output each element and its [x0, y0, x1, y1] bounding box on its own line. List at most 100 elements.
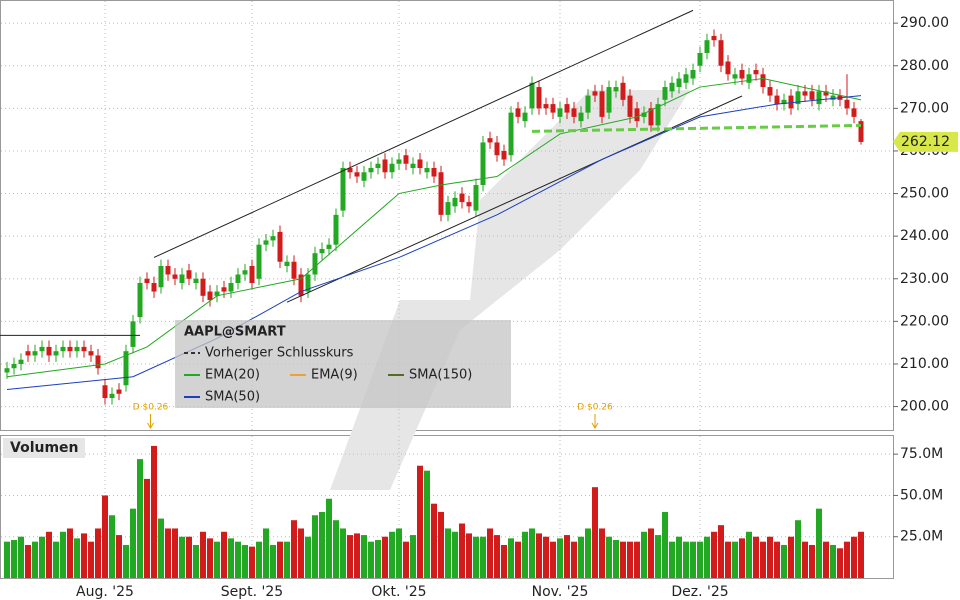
volume-bar	[396, 528, 402, 578]
volume-bar	[172, 528, 178, 578]
volume-bar	[858, 531, 864, 578]
volume-bar	[410, 535, 416, 578]
volume-bar	[452, 531, 458, 578]
candle-body	[354, 172, 360, 177]
x-tick-label: Nov. '25	[532, 584, 589, 600]
candle-body	[347, 167, 353, 173]
candle-body	[284, 261, 290, 266]
volume-bar	[417, 465, 423, 578]
candle-body	[410, 163, 416, 168]
volume-bar	[214, 541, 220, 578]
y-tick-label: 280.00	[900, 58, 949, 74]
candle-body	[592, 91, 598, 96]
candle-body	[571, 108, 577, 117]
candle-body	[67, 346, 73, 352]
volume-bar	[620, 541, 626, 578]
volume-bar	[333, 520, 339, 578]
x-tick-label: Dez. '25	[671, 584, 728, 600]
candle-body	[25, 351, 31, 356]
candle-body	[459, 193, 465, 203]
candle-body	[711, 35, 717, 41]
price-tag: 262.12	[901, 134, 950, 150]
candle-body	[389, 163, 395, 173]
volume-bar	[186, 536, 192, 578]
candle-body	[11, 363, 17, 369]
volume-bar	[424, 470, 430, 578]
volume-bar	[543, 536, 549, 578]
volume-bar	[501, 544, 507, 578]
volume-bar	[788, 536, 794, 578]
candle-body	[235, 274, 241, 284]
candle-body	[228, 283, 234, 292]
volume-bar	[683, 541, 689, 578]
volume-bar	[837, 548, 843, 578]
candle-body	[116, 389, 122, 394]
candle-body	[144, 278, 150, 284]
volume-bar	[445, 528, 451, 578]
volume-bar	[648, 528, 654, 578]
candle-body	[774, 95, 780, 105]
volume-bar	[746, 531, 752, 578]
candle-body	[277, 231, 283, 262]
volume-bar	[298, 528, 304, 578]
y-tick-label: 50.0M	[900, 487, 943, 503]
volume-bar	[368, 541, 374, 578]
volume-bar	[347, 535, 353, 578]
volume-bar	[340, 528, 346, 578]
candle-body	[417, 159, 423, 168]
candle-body	[634, 108, 640, 122]
candle-body	[466, 202, 472, 207]
volume-bar	[193, 544, 199, 578]
candle-body	[403, 155, 409, 164]
legend-box	[175, 320, 511, 408]
candle-body	[718, 40, 724, 66]
volume-bar	[18, 536, 24, 578]
volume-bar	[46, 531, 52, 578]
y-tick-label: 25.0M	[900, 529, 943, 545]
y-tick-label: 220.00	[900, 313, 949, 329]
y-tick-label: 240.00	[900, 228, 949, 244]
candle-body	[431, 167, 437, 177]
legend-entry: SMA(150)	[409, 368, 472, 383]
candle-body	[760, 74, 766, 88]
candle-body	[172, 274, 178, 279]
candle-body	[382, 159, 388, 173]
candle-body	[123, 351, 129, 386]
volume-title-bg	[3, 438, 85, 458]
volume-title: Volumen	[10, 440, 79, 456]
volume-bar	[389, 531, 395, 578]
candle-body	[795, 91, 801, 105]
volume-bar	[228, 538, 234, 578]
candle-body	[249, 265, 255, 284]
volume-bar	[802, 541, 808, 578]
volume-bar	[809, 544, 815, 578]
candle-body	[102, 385, 108, 399]
volume-bar	[109, 515, 115, 578]
volume-bar	[732, 541, 738, 578]
volume-bar	[515, 541, 521, 578]
candle-body	[704, 40, 710, 53]
candle-body	[494, 142, 500, 156]
candle-body	[690, 70, 696, 79]
volume-bar	[529, 528, 535, 578]
candle-body	[501, 150, 507, 160]
candle-body	[697, 52, 703, 66]
reference-line	[531, 123, 862, 133]
candle-body	[46, 346, 52, 356]
volume-bar	[53, 541, 59, 578]
volume-bar	[571, 541, 577, 578]
candle-body	[627, 95, 633, 117]
volume-bar	[137, 459, 143, 578]
volume-bar	[578, 536, 584, 578]
candle-body	[564, 104, 570, 113]
candle-body	[725, 61, 731, 75]
candle-body	[137, 283, 143, 318]
candle-body	[578, 112, 584, 122]
volume-bar	[263, 528, 269, 578]
candle-body	[662, 87, 668, 100]
y-tick-label: 200.00	[900, 399, 949, 415]
volume-bar	[795, 520, 801, 578]
price-tag-bg	[893, 131, 958, 152]
candle-body	[214, 291, 220, 296]
